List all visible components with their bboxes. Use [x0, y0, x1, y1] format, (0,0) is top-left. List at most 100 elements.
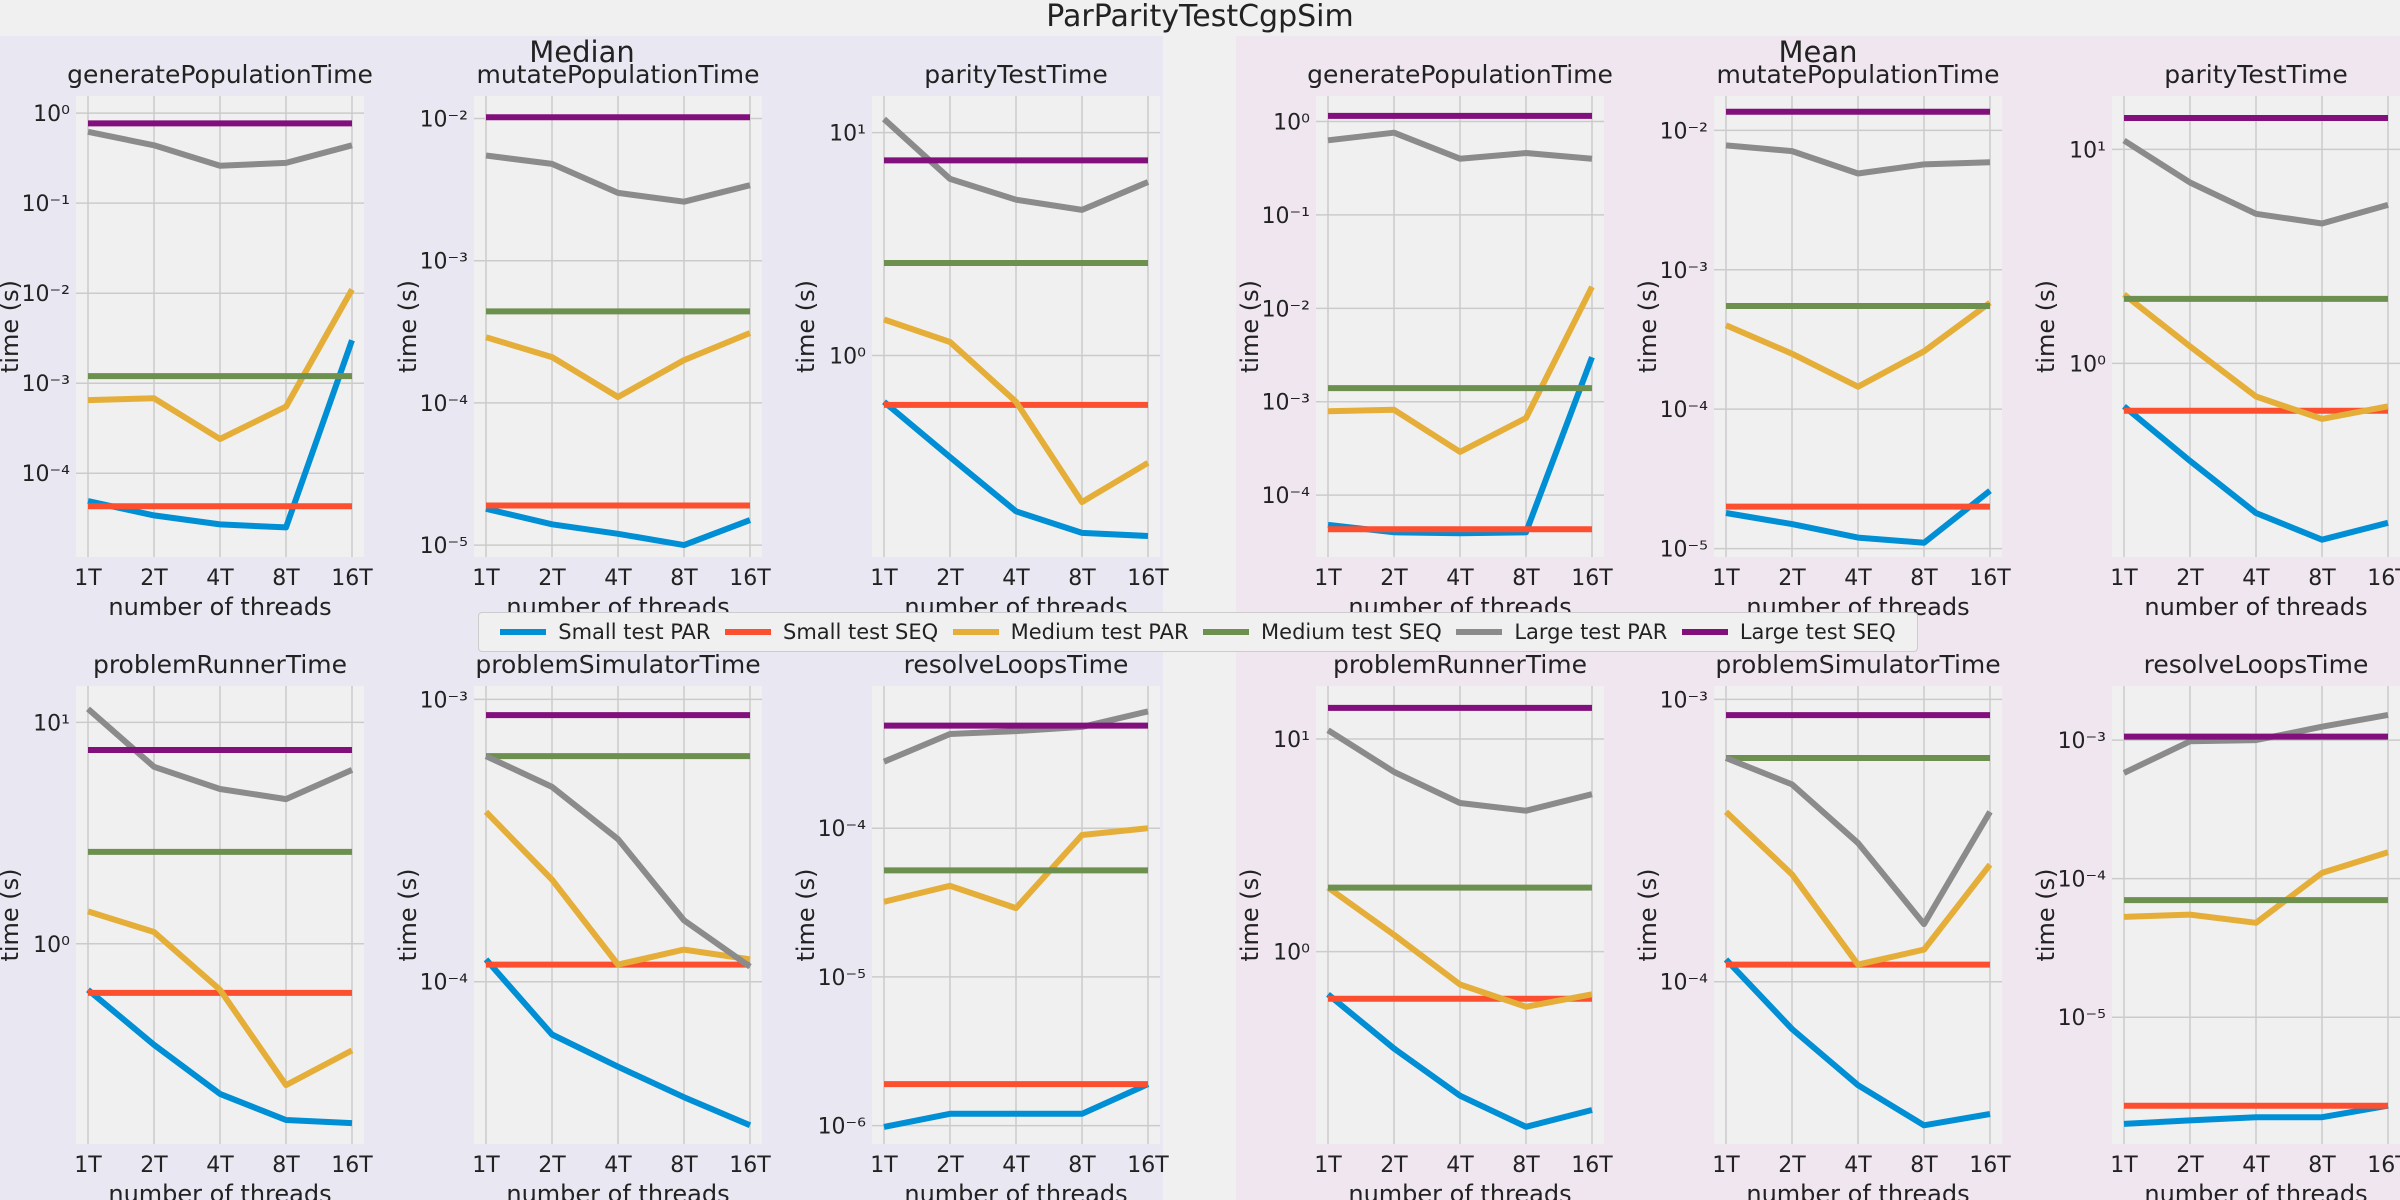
series-line-medium-test-par: [87, 908, 354, 1089]
y-tick-label: 10⁻⁵: [2058, 1006, 2106, 1031]
y-tick-label: 10⁻⁴: [1660, 398, 1709, 423]
y-tick-label: 10⁻⁴: [2058, 868, 2107, 893]
series-line-small-test-par: [883, 1081, 1150, 1130]
x-tick-label: 16T: [1127, 566, 1169, 591]
x-tick-label: 2T: [1778, 566, 1806, 591]
legend-label: Small test SEQ: [783, 620, 939, 644]
x-axis-label: number of threads: [904, 1180, 1127, 1200]
series-line-small-test-par: [485, 505, 752, 549]
y-axis-label: time (s): [2032, 868, 2060, 961]
y-axis-label: time (s): [2032, 280, 2060, 373]
x-axis-label: number of threads: [108, 593, 331, 621]
y-tick-label: 10⁻⁴: [1262, 484, 1311, 509]
legend-swatch: [1203, 629, 1250, 635]
y-tick-label: 10⁻³: [420, 250, 468, 275]
x-tick-label: 8T: [1910, 1153, 1938, 1178]
x-tick-label: 1T: [1314, 566, 1342, 591]
y-tick-label: 10⁻⁵: [818, 966, 866, 991]
x-tick-label: 8T: [272, 1153, 300, 1178]
x-tick-label: 1T: [1712, 566, 1740, 591]
y-axis-label: time (s): [1236, 868, 1264, 961]
y-tick-label: 10⁻³: [420, 688, 468, 713]
legend-item-small-seq: Small test SEQ: [725, 620, 938, 644]
y-tick-label: 10¹: [2069, 138, 2106, 163]
x-axis-label: number of threads: [108, 1180, 331, 1200]
x-tick-label: 8T: [1512, 566, 1540, 591]
series-line-large-test-par: [882, 708, 1149, 765]
x-tick-label: 4T: [604, 566, 632, 591]
subplot-title: generatePopulationTime: [67, 60, 373, 89]
x-tick-label: 8T: [1068, 566, 1096, 591]
y-axis-label: time (s): [394, 280, 422, 373]
x-tick-label: 4T: [1446, 566, 1474, 591]
x-tick-label: 4T: [604, 1153, 632, 1178]
series-line-large-test-par: [1326, 727, 1593, 814]
y-axis-label: time (s): [394, 868, 422, 961]
y-tick-label: 10⁰: [1273, 941, 1310, 966]
x-tick-label: 16T: [729, 1153, 771, 1178]
x-tick-label: 1T: [870, 566, 898, 591]
y-axis-label: time (s): [792, 868, 820, 961]
x-axis-label: number of threads: [1746, 1180, 1969, 1200]
x-tick-label: 4T: [206, 566, 234, 591]
series-line-small-test-par: [1723, 957, 1991, 1129]
x-tick-label: 2T: [1778, 1153, 1806, 1178]
series-line-medium-test-par: [2122, 292, 2389, 422]
x-tick-label: 2T: [2176, 1153, 2204, 1178]
legend-item-small-par: Small test PAR: [500, 620, 711, 644]
y-tick-label: 10⁻⁵: [1660, 538, 1708, 563]
x-tick-label: 8T: [1910, 566, 1938, 591]
subplot-title: resolveLoopsTime: [2144, 650, 2369, 679]
legend-label: Large test SEQ: [1739, 620, 1896, 644]
y-axis-label: time (s): [0, 868, 24, 961]
series-line-medium-test-par: [483, 809, 751, 968]
legend-item-medium-par: Medium test PAR: [952, 620, 1189, 644]
series-line-small-test-par: [2123, 1102, 2389, 1127]
x-tick-label: 4T: [206, 1153, 234, 1178]
series-line-medium-test-par: [883, 825, 1149, 912]
x-tick-label: 2T: [1380, 566, 1408, 591]
y-tick-label: 10⁻⁶: [818, 1115, 867, 1140]
x-tick-label: 8T: [670, 1153, 698, 1178]
legend-label: Medium test SEQ: [1261, 620, 1442, 644]
x-tick-label: 4T: [2242, 1153, 2270, 1178]
x-axis-label: number of threads: [1348, 1180, 1571, 1200]
x-tick-label: 2T: [538, 1153, 566, 1178]
x-tick-label: 16T: [1969, 1153, 2011, 1178]
y-tick-label: 10⁰: [33, 933, 70, 958]
series-line-medium-test-par: [1326, 885, 1593, 1010]
x-tick-label: 1T: [74, 1153, 102, 1178]
legend: Small test PAR Small test SEQ Medium tes…: [478, 612, 1918, 652]
series-line-medium-test-par: [1724, 300, 1992, 390]
legend-swatch: [500, 629, 547, 635]
series-line-large-test-par: [1724, 755, 1993, 928]
x-tick-label: 8T: [272, 566, 300, 591]
y-tick-label: 10⁻²: [420, 108, 468, 133]
x-tick-label: 16T: [1571, 566, 1613, 591]
legend-swatch: [725, 629, 771, 635]
y-tick-label: 10⁻⁵: [420, 534, 468, 559]
x-tick-label: 1T: [472, 1153, 500, 1178]
x-tick-label: 4T: [1446, 1153, 1474, 1178]
x-tick-label: 8T: [1512, 1153, 1540, 1178]
y-tick-label: 10⁻²: [1262, 297, 1310, 322]
x-tick-label: 2T: [936, 1153, 964, 1178]
series-line-large-test-par: [87, 128, 353, 169]
x-tick-label: 1T: [2110, 1153, 2138, 1178]
series-line-large-test-par: [2122, 137, 2389, 227]
legend-label: Small test PAR: [558, 620, 711, 644]
x-tick-label: 1T: [74, 566, 102, 591]
y-tick-label: 10⁻⁴: [1660, 971, 1709, 996]
series-line-small-test-par: [483, 957, 752, 1129]
series-line-large-test-par: [1725, 142, 1991, 177]
series-line-medium-test-par: [1327, 285, 1595, 455]
x-tick-label: 8T: [2308, 566, 2336, 591]
series-line-small-test-par: [1326, 991, 1593, 1130]
x-tick-label: 16T: [1571, 1153, 1613, 1178]
series-line-medium-test-par: [1723, 809, 1993, 968]
y-tick-label: 10⁻³: [1262, 391, 1310, 416]
y-axis-label: time (s): [0, 280, 24, 373]
series-line-large-test-par: [484, 753, 752, 970]
x-tick-label: 2T: [140, 1153, 168, 1178]
